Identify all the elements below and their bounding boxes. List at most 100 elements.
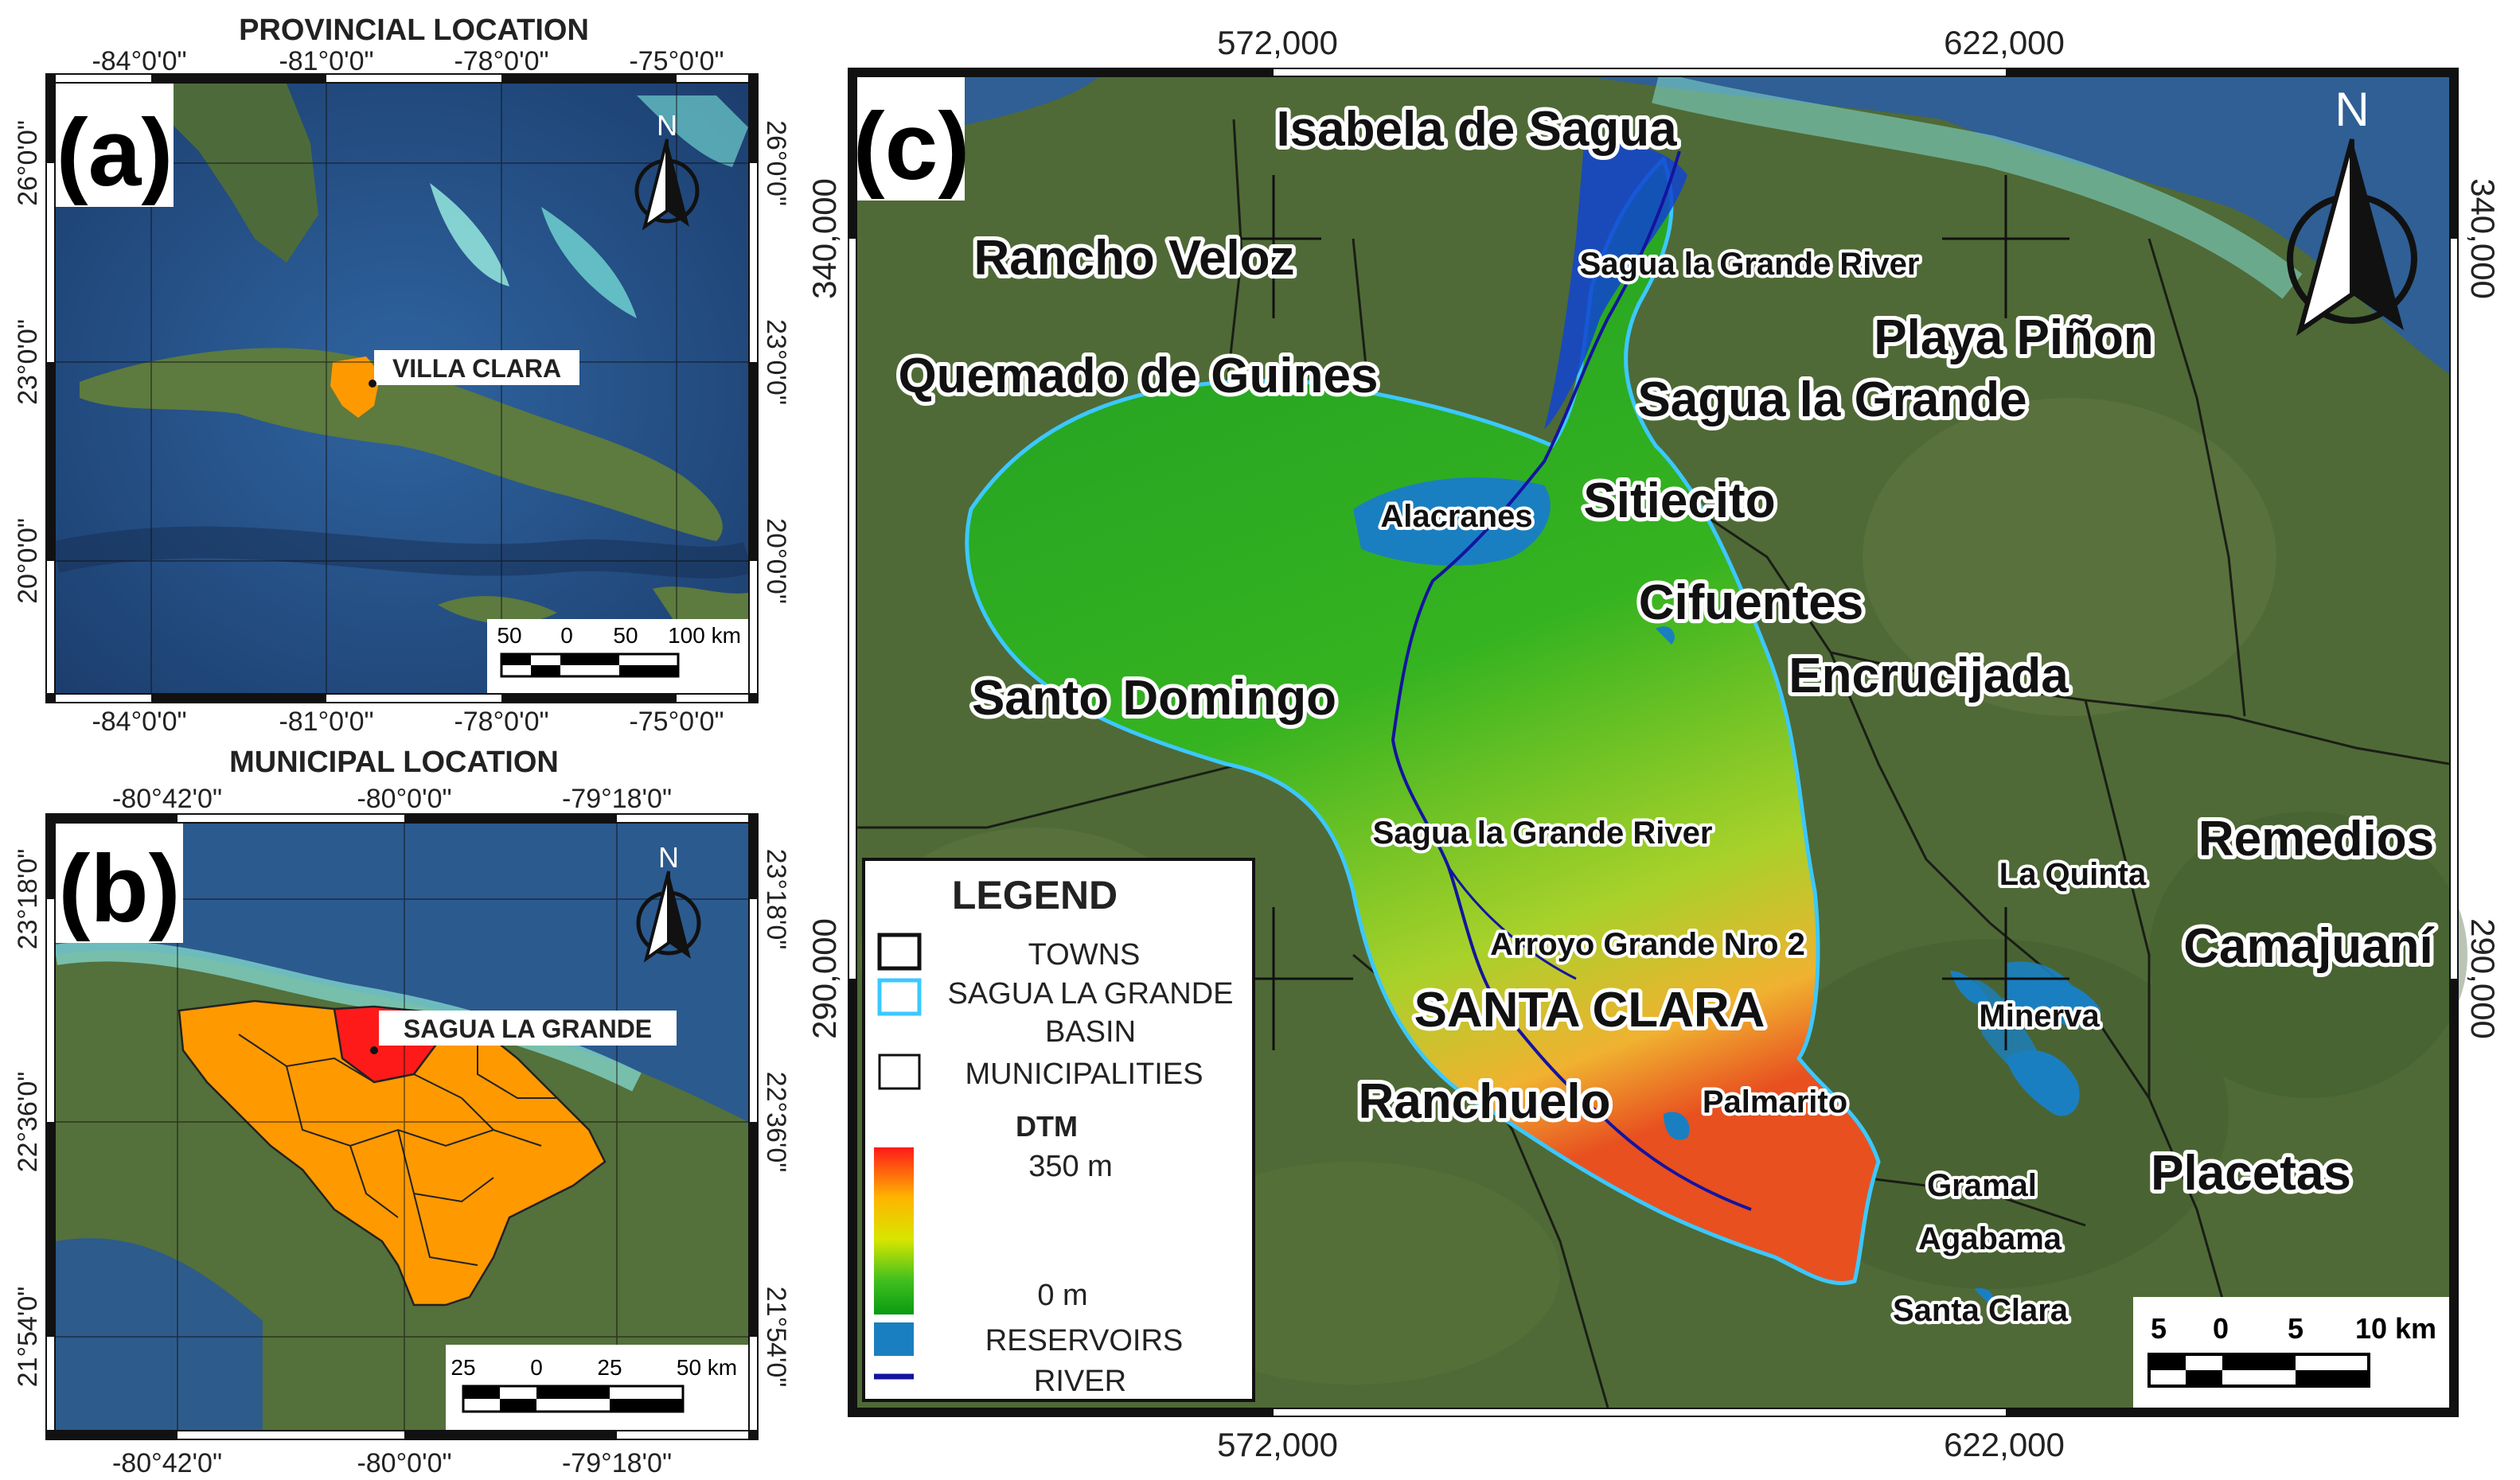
panel-a-top-tick-2: -81°0'0"	[279, 46, 373, 76]
panel-a-right-tick-1: 26°0'0"	[761, 120, 791, 206]
panel-a-label-box	[56, 84, 174, 207]
panel-c-bottom-tick-1: 572,000	[1217, 1426, 1338, 1463]
legend-basin-swatch	[877, 978, 922, 1016]
panel-a-frame-checks	[47, 75, 757, 702]
panel-c-scale-label-1: 5	[2151, 1312, 2167, 1345]
panel-b-south-bay	[56, 1238, 263, 1430]
town-label-cifuentes: Cifuentes	[1639, 575, 1863, 630]
town-label-playa-pinon: Playa Piñon	[1874, 310, 2153, 365]
alacranes-reservoir	[1353, 477, 1551, 566]
panel-c-left-tick-1: 340,000	[806, 178, 843, 299]
legend-dtm-min: 0 m	[1037, 1279, 1087, 1312]
town-labels: Isabela de Sagua Rancho Veloz Quemado de…	[895, 98, 2439, 1205]
bahamas-bank-2	[541, 207, 637, 318]
legend-reservoir-label: RESERVOIRS	[985, 1324, 1183, 1357]
panel-c-label: (c)	[853, 93, 970, 200]
villa-clara-label-box	[374, 350, 579, 385]
panel-a-scale-label-1: 50	[497, 623, 521, 648]
panel-b-bottom-tick-2: -80°0'0"	[357, 1448, 451, 1478]
legend-reservoir-swatch	[874, 1322, 914, 1356]
panel-b-bottom-tick-1: -80°42'0"	[112, 1448, 222, 1478]
panel-b-label: (b)	[58, 835, 180, 942]
panel-a-right-tick-2: 23°0'0"	[761, 319, 791, 405]
panel-c-scale-label-4: 10 km	[2355, 1312, 2436, 1345]
panel-a-header: PROVINCIAL LOCATION	[239, 14, 589, 47]
sagua-la-grande-point	[370, 1046, 378, 1054]
feature-labels: Sagua la Grande River Alacranes Sagua la…	[1370, 243, 2150, 1331]
feature-label-agabama: Agabama	[1918, 1221, 2062, 1256]
panel-b: MUNICIPAL LOCATION	[13, 746, 791, 1478]
panel-c-frame-checks	[849, 69, 2457, 1416]
panel-b-left-tick-3: 21°54'0"	[13, 1287, 43, 1388]
panel-b-top-tick-1: -80°42'0"	[112, 784, 222, 814]
panel-b-label-box	[56, 824, 183, 943]
legend-towns-label: TOWNS	[1028, 938, 1141, 972]
panel-a-bottom-tick-3: -78°0'0"	[454, 707, 548, 737]
panel-c-north-arrow: N	[2287, 83, 2417, 337]
sagua-label: SAGUA LA GRANDE	[404, 1015, 652, 1043]
panel-a-left-tick-2: 23°0'0"	[13, 319, 43, 405]
panel-a-tick-labels: -84°0'0" -81°0'0" -78°0'0" -75°0'0" -84°…	[13, 46, 791, 737]
town-label-sagua-la-grande: Sagua la Grande	[1637, 372, 2027, 427]
town-label-sitiecito: Sitiecito	[1583, 473, 1775, 528]
florida-landmass	[96, 84, 318, 263]
panel-a-top-tick-1: -84°0'0"	[92, 46, 186, 76]
panel-b-top-tick-2: -80°0'0"	[357, 784, 451, 814]
panel-b-tick-labels: -80°42'0" -80°0'0" -79°18'0" -80°42'0" -…	[13, 784, 791, 1478]
panel-b-scale-bar: 25 0 25 50 km	[446, 1345, 748, 1430]
legend-title: LEGEND	[952, 873, 1118, 917]
panel-b-left-tick-2: 22°36'0"	[13, 1072, 43, 1173]
municipality-borders	[238, 1026, 557, 1266]
minerva-reservoir	[2006, 1050, 2080, 1116]
panel-a-scale-label-4: 100 km	[668, 623, 741, 648]
la-quinta-lake-2	[1998, 994, 2062, 1027]
town-label-encrucijada: Encrucijada	[1789, 648, 2069, 703]
panel-c-scale-label-3: 5	[2288, 1312, 2303, 1345]
panel-b-north-arrow: N	[636, 841, 701, 963]
panel-a-scale-label-2: 0	[560, 623, 573, 648]
sagua-la-grande-river	[1391, 150, 1752, 1211]
panel-b-graticule	[56, 824, 748, 1430]
legend-dtm-title: DTM	[1016, 1110, 1078, 1143]
panel-a-top-tick-4: -75°0'0"	[629, 46, 724, 76]
panel-a-top-tick-3: -78°0'0"	[454, 46, 548, 76]
panel-b-scale-label-1: 25	[451, 1355, 475, 1380]
panel-c-coastal-shelf	[1652, 72, 2303, 299]
town-label-remedios: Remedios	[2198, 812, 2434, 867]
cuba-landmass	[80, 348, 723, 541]
panel-c-label-box	[857, 77, 965, 201]
panel-a-left-tick-3: 20°0'0"	[13, 518, 43, 604]
legend-basin-label: SAGUA LA GRANDE BASIN	[947, 977, 1234, 1049]
panel-b-top-tick-3: -79°18'0"	[562, 784, 672, 814]
feature-label-la-quinta: La Quinta	[1999, 857, 2147, 892]
legend-dtm-max: 350 m	[1028, 1150, 1113, 1183]
panel-a-scale-bar: 50 0 50 100 km	[487, 619, 748, 693]
panel-c-scale-label-2: 0	[2213, 1312, 2229, 1345]
legend-dtm-ramp	[874, 1147, 914, 1314]
feature-label-gramal: Gramal	[1927, 1168, 2037, 1203]
panel-c-right-tick-1: 340,000	[2464, 178, 2502, 299]
panel-c-right-tick-2: 290,000	[2464, 918, 2502, 1039]
town-label-quemado-de-guines: Quemado de Guines	[899, 349, 1379, 403]
panel-c-terrain-texture	[860, 398, 2467, 1385]
panel-c: (c) N 572,000 622,000 572,000 622,000 34…	[806, 24, 2502, 1463]
panel-c-left-tick-2: 290,000	[806, 918, 843, 1039]
panel-a-left-tick-1: 26°0'0"	[13, 120, 43, 206]
legend-municipalities-swatch	[878, 1054, 921, 1090]
panel-c-legend: LEGEND TOWNS SAGUA LA GRANDE BASIN MUNIC…	[862, 858, 1255, 1402]
panel-a-bottom-tick-2: -81°0'0"	[279, 707, 373, 737]
panel-c-north-sea	[1592, 77, 2449, 374]
town-label-santo-domingo: Santo Domingo	[972, 671, 1336, 726]
sagua-label-box	[379, 1011, 677, 1046]
town-label-ranchuelo: Ranchuelo	[1359, 1074, 1611, 1129]
bahamas-bank	[430, 183, 509, 286]
feature-label-river-north: Sagua la Grande River	[1580, 247, 1920, 282]
bahamas-bank-3	[637, 95, 748, 167]
panel-b-right-tick-3: 21°54'0"	[761, 1287, 791, 1388]
panel-b-right-tick-2: 22°36'0"	[761, 1072, 791, 1173]
panel-b-reef-shelf	[54, 941, 642, 1092]
panel-b-north-letter: N	[658, 841, 679, 874]
town-label-camajuani: Camajuaní	[2183, 919, 2434, 974]
panel-a-label: (a)	[57, 99, 174, 206]
